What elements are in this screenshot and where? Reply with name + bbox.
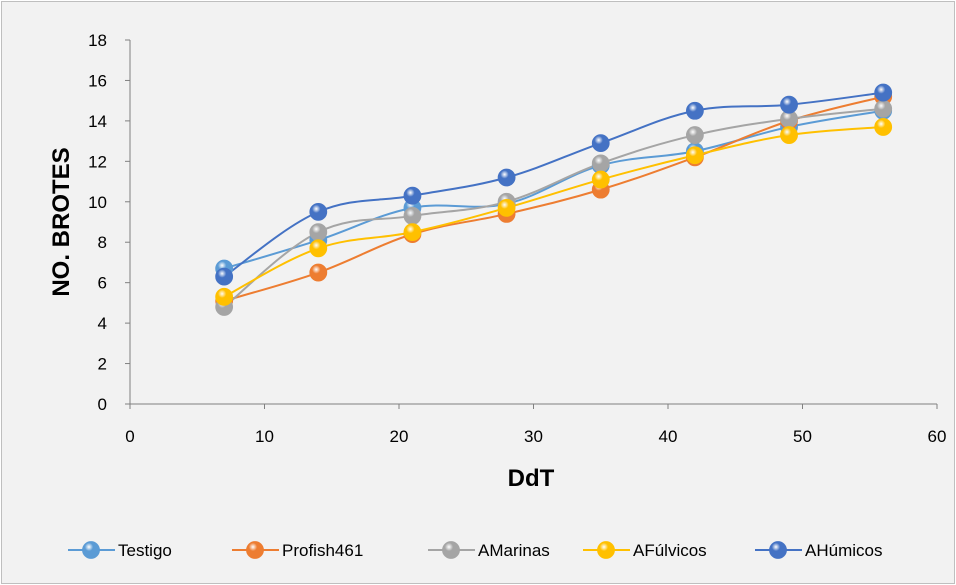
legend-label: AMarinas <box>478 541 550 560</box>
y-axis-title: NO. BROTES <box>48 147 75 296</box>
data-point <box>592 155 609 172</box>
data-point <box>404 207 421 224</box>
legend-marker <box>247 542 264 559</box>
legend-marker <box>443 542 460 559</box>
x-tick-label: 10 <box>255 427 274 446</box>
x-tick-label: 50 <box>793 427 812 446</box>
y-tick-label: 0 <box>98 395 107 414</box>
legend: Testigo Profish461 AMarinas AFúlvicos AHúmic… <box>68 541 882 560</box>
data-point <box>875 118 892 135</box>
y-tick-label: 14 <box>88 112 107 131</box>
data-point <box>781 127 798 144</box>
x-tick-label: 40 <box>659 427 678 446</box>
legend-marker <box>83 542 100 559</box>
y-tick-label: 10 <box>88 193 107 212</box>
data-point <box>310 240 327 257</box>
legend-label: Profish461 <box>282 541 363 560</box>
data-point <box>686 102 703 119</box>
plot-area: 0 2 4 6 8 10 12 14 16 18 0 10 20 30 40 50 60 <box>88 31 946 446</box>
data-point <box>404 187 421 204</box>
legend-label: AFúlvicos <box>633 541 707 560</box>
data-point <box>592 135 609 152</box>
x-tick-label: 0 <box>125 427 134 446</box>
x-axis-title: DdT <box>508 465 555 492</box>
data-point <box>310 264 327 281</box>
x-tick-label: 20 <box>390 427 409 446</box>
legend-label: AHúmicos <box>805 541 882 560</box>
data-point <box>592 171 609 188</box>
y-tick-label: 8 <box>98 233 107 252</box>
y-tick-label: 4 <box>98 314 107 333</box>
legend-item: AFúlvicos <box>583 541 707 560</box>
legend-item: Testigo <box>68 541 172 560</box>
data-point <box>686 127 703 144</box>
y-tick-label: 2 <box>98 355 107 374</box>
legend-label: Testigo <box>118 541 172 560</box>
legend-marker <box>770 542 787 559</box>
data-point <box>404 224 421 241</box>
data-point <box>875 100 892 117</box>
y-tick-label: 12 <box>88 152 107 171</box>
y-tick-label: 6 <box>98 274 107 293</box>
data-point <box>310 224 327 241</box>
y-tick-label: 16 <box>88 71 107 90</box>
legend-item: AMarinas <box>428 541 550 560</box>
data-point <box>310 203 327 220</box>
data-point <box>875 84 892 101</box>
legend-marker <box>598 542 615 559</box>
x-tick-label: 30 <box>524 427 543 446</box>
data-point <box>781 96 798 113</box>
data-point <box>216 268 233 285</box>
data-point <box>498 199 515 216</box>
data-point <box>498 169 515 186</box>
legend-item: AHúmicos <box>755 541 882 560</box>
data-point <box>216 288 233 305</box>
data-point <box>686 147 703 164</box>
y-tick-label: 18 <box>88 31 107 50</box>
legend-item: Profish461 <box>232 541 363 560</box>
x-tick-label: 60 <box>928 427 947 446</box>
